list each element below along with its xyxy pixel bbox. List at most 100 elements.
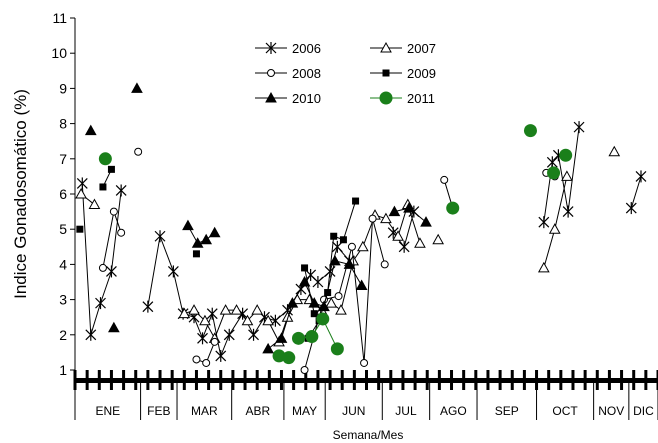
- data-point: [300, 366, 309, 374]
- data-point: [388, 205, 401, 217]
- series-line: [102, 209, 122, 269]
- data-point: [117, 228, 126, 237]
- data-point: [523, 124, 537, 138]
- legend-item-2008: 2008: [255, 66, 321, 81]
- data-point: [282, 351, 296, 365]
- data-point: [301, 264, 309, 272]
- data-point: [199, 314, 211, 326]
- legend-marker: [380, 41, 392, 53]
- plot-area: [75, 82, 647, 374]
- data-point: [414, 237, 426, 248]
- data-point: [200, 233, 213, 245]
- legend-marker: [382, 69, 390, 77]
- data-point: [154, 230, 166, 243]
- data-point: [562, 205, 574, 218]
- data-point: [109, 207, 118, 216]
- series-line: [184, 202, 421, 344]
- data-point: [380, 260, 389, 269]
- y-tick-label: 5: [59, 221, 67, 237]
- y-tick-label: 3: [59, 292, 67, 308]
- data-point: [403, 202, 415, 213]
- y-tick-label: 2: [59, 327, 67, 343]
- data-point: [330, 232, 338, 240]
- legend-label: 2007: [407, 41, 436, 56]
- data-point: [106, 265, 117, 278]
- legend-label: 2008: [292, 66, 321, 81]
- data-point: [197, 332, 208, 345]
- data-point: [368, 214, 377, 223]
- legend-label: 2006: [292, 41, 321, 56]
- y-tick-label: 10: [51, 45, 67, 61]
- data-point: [98, 152, 112, 166]
- x-axis: ENE FEB MAR ABR MAY JUN JUL AGO SEP OCT NOV DIC: [73, 370, 658, 420]
- data-point: [251, 304, 264, 315]
- data-point: [357, 240, 369, 252]
- data-point: [635, 170, 647, 183]
- month-label: MAR: [191, 404, 218, 418]
- data-point: [84, 124, 97, 136]
- data-point: [446, 201, 460, 215]
- data-point: [188, 304, 200, 315]
- data-point: [347, 242, 356, 251]
- data-point: [291, 331, 305, 345]
- legend-marker: [379, 91, 393, 105]
- month-label: MAY: [292, 404, 317, 418]
- y-tick-label: 8: [59, 116, 67, 132]
- y-axis-title: Indice Gonadosomático (%): [11, 89, 30, 299]
- data-point: [192, 250, 200, 258]
- data-point: [210, 337, 219, 346]
- y-tick-label: 4: [59, 256, 67, 272]
- legend-label: 2009: [407, 66, 436, 81]
- data-point: [115, 184, 127, 197]
- data-point: [339, 236, 347, 244]
- data-point: [432, 233, 445, 245]
- data-point: [76, 225, 84, 233]
- x-axis-title: Semana/Mes: [333, 428, 404, 442]
- data-point: [85, 328, 97, 341]
- y-tick-label: 7: [59, 151, 67, 167]
- data-point: [178, 307, 191, 319]
- data-point: [262, 314, 274, 326]
- data-point: [134, 147, 143, 156]
- month-label: AGO: [440, 404, 467, 418]
- data-point: [548, 223, 561, 234]
- data-point: [360, 358, 369, 367]
- data-point: [561, 170, 573, 181]
- series-line: [543, 176, 568, 269]
- data-point: [608, 145, 621, 157]
- data-point: [241, 314, 254, 326]
- month-label: JUL: [395, 404, 417, 418]
- data-point: [538, 216, 550, 229]
- data-point: [547, 166, 561, 180]
- data-point: [546, 156, 558, 169]
- data-point: [286, 297, 299, 308]
- data-point: [331, 240, 343, 253]
- y-tick-label: 9: [59, 80, 67, 96]
- data-point: [334, 292, 343, 301]
- legend-marker: [267, 69, 275, 77]
- data-point: [310, 310, 318, 318]
- data-point: [75, 187, 87, 199]
- data-point: [107, 165, 115, 173]
- data-point: [192, 355, 201, 364]
- series-2010: [84, 82, 432, 354]
- month-label: SEP: [495, 404, 519, 418]
- data-point: [329, 254, 341, 266]
- month-label: OCT: [552, 404, 578, 418]
- legend-item-2011: 2011: [370, 91, 435, 106]
- data-point: [262, 342, 274, 354]
- data-point: [191, 237, 204, 248]
- data-point: [95, 297, 106, 310]
- month-label: JUN: [342, 404, 365, 418]
- month-label: FEB: [147, 404, 170, 418]
- month-label: DIC: [633, 404, 654, 418]
- data-point: [108, 321, 120, 333]
- data-point: [325, 297, 338, 308]
- data-point: [272, 349, 286, 363]
- data-point: [76, 177, 88, 190]
- series-line: [147, 234, 350, 358]
- data-point: [440, 175, 449, 184]
- legend-label: 2011: [407, 91, 435, 106]
- data-point: [398, 240, 410, 253]
- data-point: [298, 275, 311, 287]
